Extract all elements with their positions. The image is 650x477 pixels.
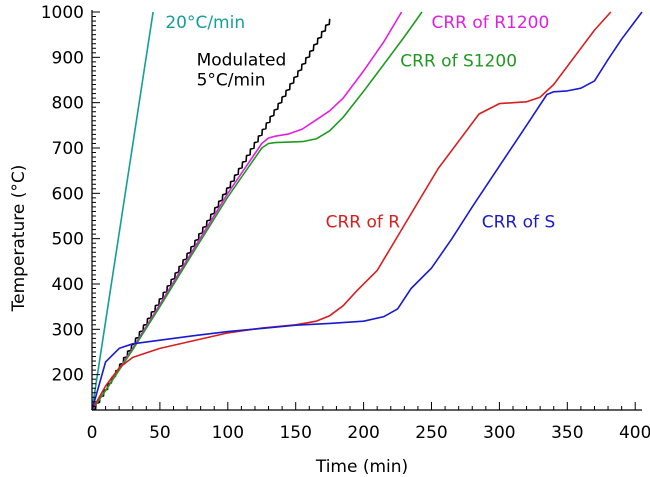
y-tick-label: 900 (52, 48, 84, 68)
x-tick-label: 250 (415, 423, 447, 443)
series-annotation: CRR of S (482, 212, 555, 232)
y-tick-label: 400 (52, 275, 84, 295)
plot-lines (91, 11, 643, 411)
y-tick-label: 200 (52, 366, 84, 386)
y-tick-label: 500 (52, 230, 84, 250)
series-annotation: Modulated (197, 50, 287, 70)
x-tick-label: 350 (551, 423, 583, 443)
x-tick-label: 200 (347, 423, 379, 443)
axes: 0 50 100 150 200 250 300 350 400 200 300 400 500 600 7… (41, 3, 650, 443)
x-tick-label: 400 (619, 423, 650, 443)
x-tick-label: 300 (483, 423, 515, 443)
y-tick-label: 600 (52, 184, 84, 204)
series-line-crr-of-r (91, 11, 612, 411)
series-annotation: 20°C/min (165, 13, 245, 33)
series-annotation: CRR of R (326, 212, 401, 232)
y-tick-label: 700 (52, 139, 84, 159)
series-line-crr-of-s (91, 11, 643, 411)
y-axis-title: Temperature (°C) (9, 165, 29, 313)
x-tick-label: 0 (87, 423, 98, 443)
series-line-crr-of-s1200 (91, 11, 423, 411)
series-annotation: 5°C/min (197, 70, 266, 90)
series-annotation: CRR of R1200 (432, 13, 550, 33)
series-annotation: CRR of S1200 (400, 51, 517, 71)
x-tick-label: 50 (149, 423, 171, 443)
x-axis-title: Time (min) (315, 457, 408, 477)
series-line-20-c-min (91, 11, 154, 411)
y-tick-label: 800 (52, 94, 84, 114)
y-tick-label: 300 (52, 320, 84, 340)
x-tick-label: 150 (279, 423, 311, 443)
x-tick-label: 100 (212, 423, 244, 443)
y-tick-label: 1000 (41, 3, 84, 23)
